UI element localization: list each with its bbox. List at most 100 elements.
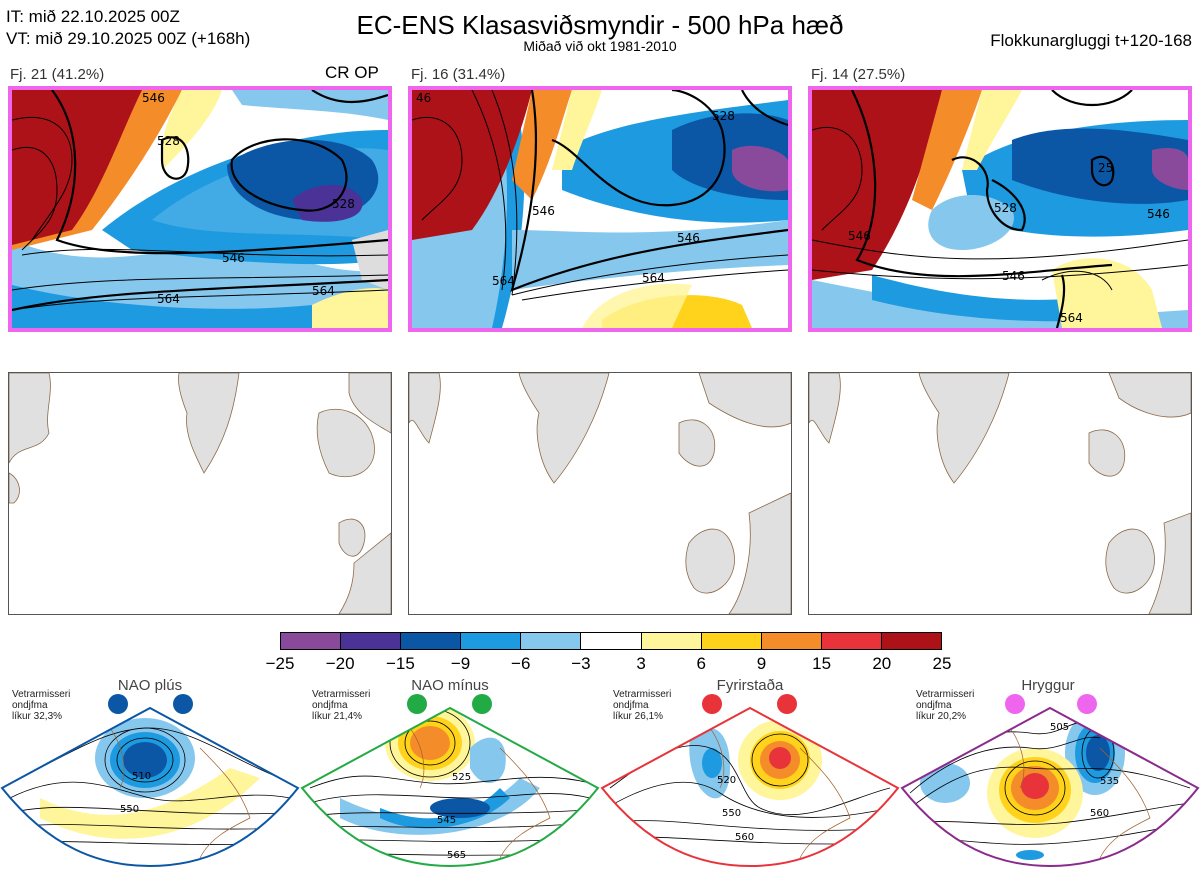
regime-4-info-line-3: líkur 20,2%: [916, 711, 967, 722]
regime-3-name: Fyrirstaða: [716, 677, 784, 694]
regime-2-contour-a: 525: [452, 772, 471, 783]
cluster-3-label: Fj. 14 (27.5%): [811, 66, 906, 83]
cluster-1-extra: CR OP: [325, 63, 379, 82]
colorbar-swatch: [880, 633, 942, 649]
colorbar-swatch: [460, 633, 521, 649]
regime-3-info: Vetrarmisseri ondjfma líkur 26,1%: [613, 689, 671, 722]
cluster-map-2: 546 564 546 564 528 46: [408, 86, 792, 332]
regime-4-map: [902, 708, 1198, 866]
regime-3-info-line-1: Vetrarmisseri: [613, 689, 672, 700]
regime-2-name: NAO mínus: [411, 677, 489, 694]
regime-2-dot-left: [407, 694, 427, 714]
cluster-2-contour-46: 46: [416, 91, 431, 105]
cluster-3-contour-546a: 546: [848, 229, 871, 243]
colorbar-swatch: [820, 633, 881, 649]
cluster-2-label: Fj. 16 (31.4%): [411, 66, 506, 83]
cluster-1-contour-564b: 564: [312, 284, 335, 298]
regime-2-dot-right: [472, 694, 492, 714]
colorbar-tick-label: −3: [571, 654, 591, 673]
regime-3-info-line-3: líkur 26,1%: [613, 711, 664, 722]
regime-1-contour-a: 510: [132, 771, 151, 782]
regime-4-info: Vetrarmisseri ondjfma líkur 20,2%: [916, 689, 974, 722]
colorbar-ticks: −25 −20 −15 −9 −6 −3 3 6 9 15 20 25: [266, 654, 952, 676]
regime-1-info-line-2: ondjfma: [12, 700, 48, 711]
cluster-2-contour-528: 528: [712, 109, 735, 123]
regime-1-dot-left: [108, 694, 128, 714]
regime-4-info-line-2: ondjfma: [916, 700, 952, 711]
cluster-3-contour-546c: 546: [1147, 207, 1170, 221]
regime-2-map: [302, 708, 598, 866]
empty-map-3: [808, 372, 1192, 615]
regime-1-info: Vetrarmisseri ondjfma líkur 32,3%: [12, 689, 70, 722]
regime-3-contour-b: 550: [722, 808, 741, 819]
init-time: IT: mið 22.10.2025 00Z: [6, 7, 180, 26]
regime-2-contour-c: 565: [447, 850, 466, 861]
cluster-1-contour-546b: 546: [142, 91, 165, 105]
regime-2-info-line-3: líkur 21,4%: [312, 711, 363, 722]
colorbar-tick-label: −15: [385, 654, 415, 673]
colorbar-tick-label: 3: [636, 654, 646, 673]
colorbar-swatch: [340, 633, 401, 649]
colorbar-swatch: [400, 633, 461, 649]
cluster-2-contour-564b: 564: [492, 274, 515, 288]
regime-3-frame: [600, 706, 900, 868]
colorbar-tick-label: 15: [812, 654, 832, 673]
cluster-3-contour-528: 528: [994, 201, 1017, 215]
colorbar-tick-label: −9: [450, 654, 471, 673]
regime-2-info-line-2: ondjfma: [312, 700, 348, 711]
colorbar-swatch: [580, 633, 641, 649]
regime-4-dot-left: [1005, 694, 1025, 714]
page-title: EC-ENS Klasasviðsmyndir - 500 hPa hæð: [356, 10, 844, 40]
cluster-1-contour-528b: 528: [332, 197, 355, 211]
colorbar-swatch: [760, 633, 821, 649]
regime-4-frame: [900, 706, 1200, 868]
colorbar-tick-label: 6: [696, 654, 706, 673]
regime-3-contour-c: 560: [735, 832, 754, 843]
regime-1-contour-b: 550: [120, 804, 139, 815]
cluster-3-contour-25: 25: [1098, 161, 1113, 175]
cluster-1-label: Fj. 21 (41.2%): [10, 66, 105, 83]
regime-3-map: [602, 708, 898, 866]
cluster-1-contour-546: 546: [222, 251, 245, 265]
regime-4-dot-right: [1077, 694, 1097, 714]
regime-1-info-line-3: líkur 32,3%: [12, 711, 63, 722]
regime-1-info-line-1: Vetrarmisseri: [12, 689, 71, 700]
colorbar-swatch: [640, 633, 701, 649]
colorbar: [280, 632, 942, 650]
colorbar-tick-label: 25: [932, 654, 952, 673]
cluster-map-3: 528 546 546 546 564 25: [808, 86, 1192, 332]
colorbar-tick-label: −6: [511, 654, 531, 673]
regime-3-info-line-2: ondjfma: [613, 700, 649, 711]
empty-map-2: [408, 372, 792, 615]
regime-4-contour-b: 535: [1100, 776, 1119, 787]
cluster-2-contour-546b: 546: [677, 231, 700, 245]
valid-time: VT: mið 29.10.2025 00Z (+168h): [6, 29, 251, 48]
regime-4-contour-c: 560: [1090, 808, 1109, 819]
colorbar-swatch: [700, 633, 761, 649]
regime-2-frame: [300, 706, 600, 868]
regime-1-dot-right: [173, 694, 193, 714]
regime-maps: 510 550 525 545 565: [0, 694, 1200, 868]
cluster-1-contour-564a: 564: [157, 292, 180, 306]
regime-1-frame: [0, 706, 300, 868]
cluster-3-contour-564: 564: [1060, 311, 1083, 325]
colorbar-tick-label: −20: [325, 654, 355, 673]
regime-3-dot-right: [777, 694, 797, 714]
regime-3-contour-a: 520: [717, 775, 736, 786]
regime-4-info-line-1: Vetrarmisseri: [916, 689, 975, 700]
regime-2-contour-b: 545: [437, 815, 456, 826]
colorbar-swatch: [281, 633, 341, 649]
empty-map-1: [8, 372, 392, 615]
regime-4-contour-a: 505: [1050, 722, 1069, 733]
cluster-2-contour-564: 564: [642, 271, 665, 285]
regime-1-name: NAO plús: [117, 677, 183, 694]
colorbar-tick-label: 20: [872, 654, 892, 673]
regime-4-name: Hryggur: [1021, 677, 1075, 694]
page-subtitle: Miðað við okt 1981-2010: [523, 38, 677, 54]
regime-2-info-line-1: Vetrarmisseri: [312, 689, 371, 700]
regime-3-dot-left: [702, 694, 722, 714]
colorbar-swatch: [520, 633, 581, 649]
cluster-1-contour-528a: 528: [157, 134, 180, 148]
classification-window: Flokkunargluggi t+120-168: [990, 31, 1192, 50]
cluster-map-1: 528 528 546 564 564 546: [8, 86, 392, 332]
